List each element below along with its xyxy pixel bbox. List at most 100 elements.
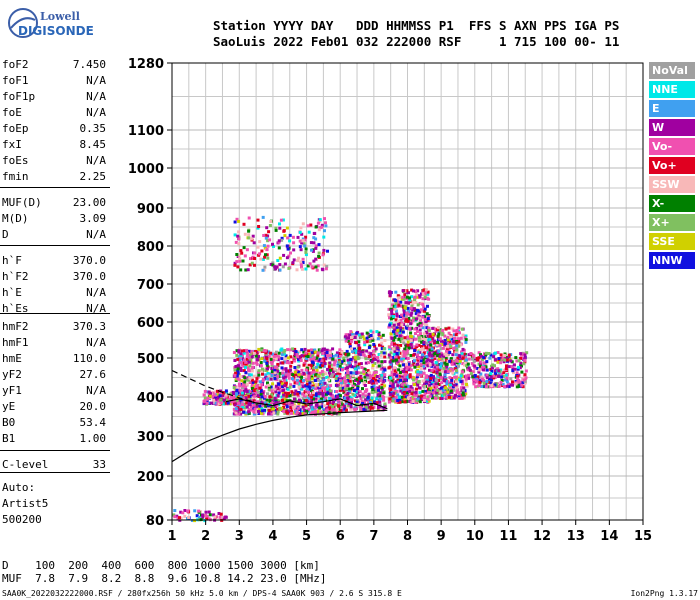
echo-point (269, 357, 273, 361)
echo-point (367, 351, 371, 355)
echo-point (405, 400, 409, 403)
echo-point (304, 378, 308, 382)
echo-point (454, 393, 457, 397)
echo-point (415, 377, 419, 381)
echo-point (291, 377, 294, 381)
echo-point (275, 403, 279, 407)
echo-point (311, 249, 315, 253)
echo-point (457, 326, 461, 330)
echo-point (233, 373, 237, 377)
echo-point (324, 357, 328, 361)
echo-point (267, 383, 271, 387)
echo-point (377, 364, 381, 368)
echo-point (388, 345, 392, 349)
echo-point (458, 378, 462, 382)
echo-point (234, 411, 238, 415)
echo-point (378, 394, 382, 398)
param-row-ye: yE 20.0 (2, 400, 106, 416)
echo-point (406, 348, 410, 352)
echo-point (439, 339, 443, 343)
echo-point (366, 408, 370, 412)
echo-point (216, 397, 219, 401)
echo-point (419, 308, 423, 312)
echo-point (282, 388, 286, 392)
echo-point (428, 383, 432, 387)
echo-point (375, 330, 379, 334)
echo-point (342, 362, 346, 366)
echo-point (399, 304, 403, 308)
echo-point (444, 356, 448, 360)
echo-point (257, 369, 261, 373)
footer-file-info: SAA0K_2022032222000.RSF / 280fx256h 50 k… (2, 589, 402, 598)
echo-point (383, 404, 387, 408)
echo-point (219, 398, 223, 402)
echo-point (419, 366, 423, 370)
echo-point (421, 315, 425, 319)
echo-point (383, 373, 387, 377)
echo-point (508, 357, 512, 361)
echo-point (427, 326, 431, 330)
echo-point (400, 372, 404, 376)
echo-point (302, 363, 306, 367)
echo-point (282, 253, 286, 257)
echo-point (444, 395, 448, 399)
echo-point (399, 300, 403, 304)
echo-point (346, 392, 350, 395)
echo-point (452, 329, 456, 333)
echo-point (389, 313, 393, 317)
echo-point (401, 316, 405, 320)
echo-point (391, 356, 395, 359)
echo-point (378, 400, 382, 404)
echo-point (278, 268, 282, 272)
echo-point (375, 386, 379, 390)
echo-point (301, 383, 305, 387)
param-row-hf: h`F 370.0 (2, 254, 106, 270)
echo-point (429, 373, 433, 377)
param-row-hf2: h`F2 370.0 (2, 270, 106, 286)
echo-point (391, 347, 395, 351)
echo-point (224, 389, 228, 393)
panel-separator (0, 187, 110, 188)
echo-point (254, 380, 258, 384)
echo-point (257, 409, 260, 413)
echo-point (295, 381, 299, 385)
echo-point (402, 341, 406, 345)
echo-point (245, 382, 249, 386)
echo-point (267, 354, 271, 358)
echo-point (499, 353, 503, 357)
echo-point (516, 367, 520, 371)
echo-point (464, 334, 468, 338)
echo-point (260, 411, 263, 415)
echo-point (367, 400, 371, 404)
echo-point (378, 386, 382, 390)
echo-point (270, 374, 274, 378)
echo-point (235, 374, 239, 378)
echo-point (395, 314, 399, 318)
echo-point (439, 364, 443, 368)
echo-point (301, 261, 305, 264)
echo-point (247, 356, 251, 360)
echo-point (287, 266, 291, 270)
echo-point (353, 394, 357, 397)
echo-point (387, 325, 391, 329)
echo-point (505, 376, 509, 380)
echo-point (382, 391, 386, 395)
echo-point (275, 372, 279, 376)
echo-point (458, 396, 461, 400)
echo-point (246, 361, 250, 365)
echo-point (262, 234, 266, 237)
echo-point (455, 388, 459, 392)
echo-point (430, 382, 434, 386)
echo-point (334, 378, 338, 382)
echo-point (496, 367, 500, 371)
echo-point (437, 332, 441, 336)
echo-point (250, 387, 254, 390)
echo-point (258, 380, 262, 384)
echo-point (252, 389, 256, 392)
echo-point (396, 319, 400, 323)
echo-point (344, 384, 348, 388)
echo-point (398, 331, 402, 335)
echo-point (316, 386, 320, 390)
echo-point (435, 385, 439, 389)
param-row-yf2: yF2 27.6 (2, 368, 106, 384)
